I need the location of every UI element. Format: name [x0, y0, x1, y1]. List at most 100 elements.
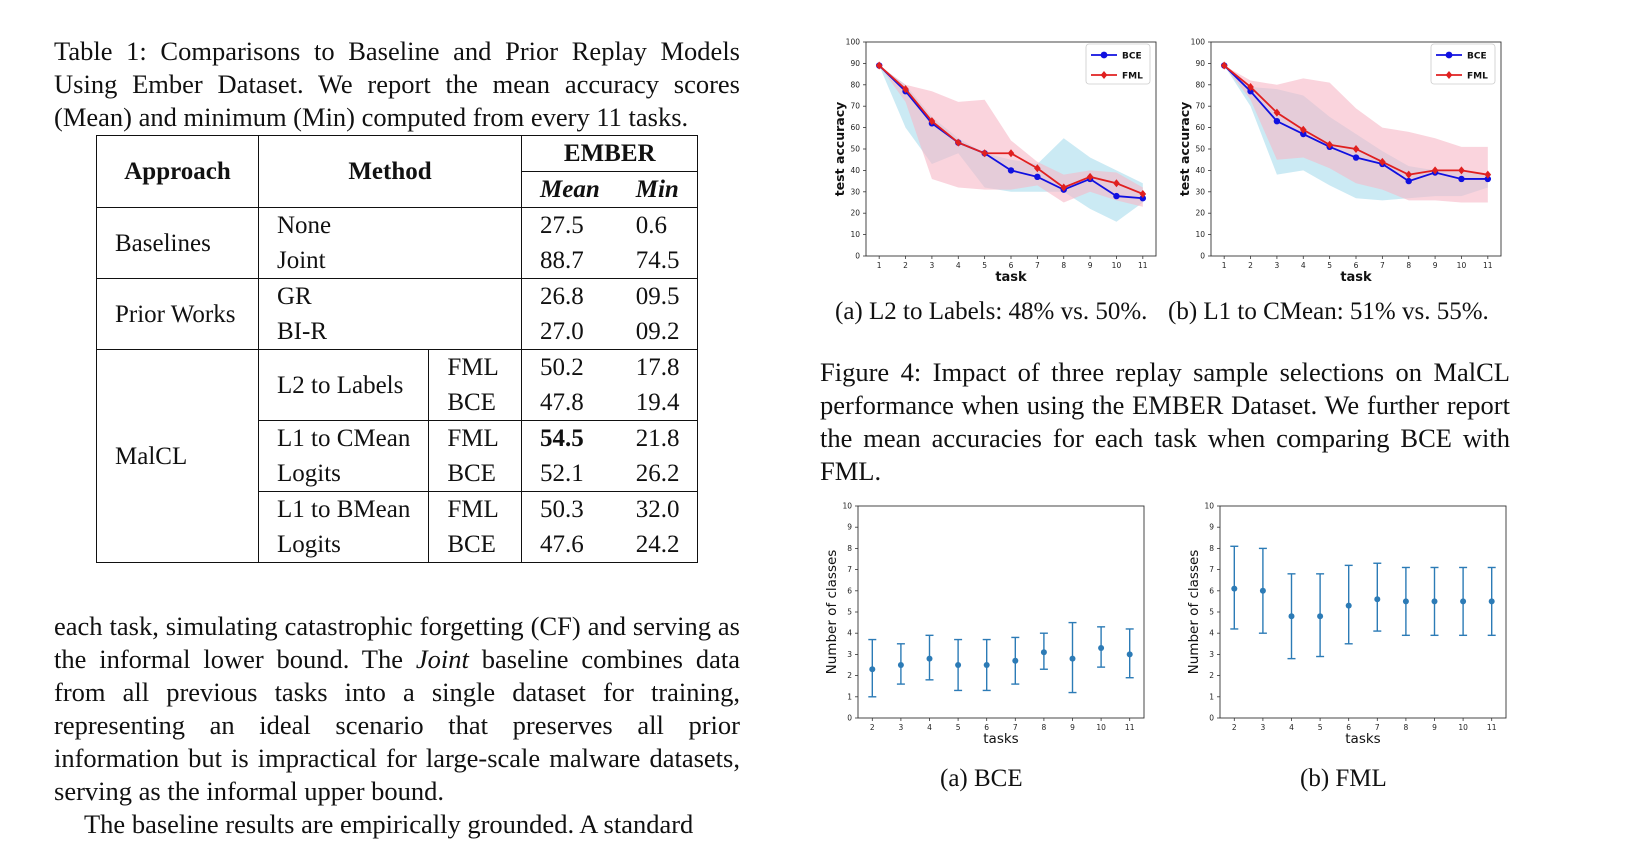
- fig4b-point-bce: [1484, 175, 1492, 183]
- fig4b-point-fml: [1484, 170, 1492, 179]
- fig4b-ytick-label: 70: [1195, 102, 1205, 111]
- fig5b-point: [1231, 585, 1238, 592]
- fig4b-point-fml: [1405, 170, 1413, 179]
- fig4b-subcaption: (b) L1 to CMean: 51% vs. 55%.: [1168, 298, 1489, 325]
- fig5a-xtick-label: 6: [984, 723, 989, 732]
- fig4a-xtick-label: 4: [956, 261, 961, 270]
- fig5a-point: [1126, 651, 1133, 658]
- row-loss: FML: [428, 491, 522, 527]
- row-method: Logits: [257, 456, 430, 492]
- row-approach: Prior Works: [96, 278, 259, 350]
- fig4b-xtick-label: 2: [1248, 261, 1253, 270]
- fig5b-point: [1402, 598, 1409, 605]
- fig4b-xlabel: task: [1340, 270, 1372, 284]
- row-min: 0.6: [617, 207, 699, 243]
- row-min: 24.2: [617, 527, 699, 563]
- fig4a-ytick-label: 90: [850, 59, 860, 68]
- fig4b-ytick-label: 50: [1195, 145, 1205, 154]
- row-min: 26.2: [617, 456, 699, 492]
- fig4a-xtick-label: 1: [877, 261, 882, 270]
- fig4a-band-fml: [879, 65, 1143, 207]
- fig5a-ytick-label: 6: [847, 586, 852, 595]
- row-mean: 27.0: [520, 314, 618, 350]
- row-method: BI-R: [258, 314, 522, 350]
- fig4a-ytick-label: 70: [850, 102, 860, 111]
- fig5a-ytick-label: 7: [847, 565, 852, 574]
- fig4a-point-fml: [1113, 179, 1120, 188]
- fig5b-ytick-label: 4: [1209, 629, 1214, 638]
- row-mean: 50.3: [520, 491, 618, 527]
- fig5b-ytick-label: 3: [1209, 650, 1214, 659]
- fig4a-xlabel: task: [995, 270, 1027, 284]
- fig5b-xtick-label: 7: [1375, 723, 1380, 732]
- fig5b-ytick-label: 5: [1209, 608, 1214, 617]
- fig4a-legend-marker: [1100, 71, 1108, 79]
- fig5b-svg: 0 1 2 3 4 5 6 7 8 9 10 2 3 4 5 6 7 8 9 10 11 tasks Number of c…: [1186, 502, 1507, 747]
- fig5b-ytick-label: 9: [1209, 523, 1214, 532]
- row-approach: MalCL: [96, 349, 259, 563]
- fig4a-ytick-label: 40: [850, 166, 860, 175]
- fig4b-ytick-label: 0: [1200, 252, 1205, 261]
- fig5a-point: [1040, 649, 1047, 656]
- fig4b-ytick-label: 20: [1195, 209, 1205, 218]
- fig4a-svg: 0 10 20 30 40 50 60 70 80 90 100 1 2 3 4 5 6 7 8 9 10 11 task t…: [832, 38, 1157, 285]
- fig5b-point: [1345, 602, 1352, 609]
- row-min: 17.8: [617, 349, 699, 385]
- row-approach: Baselines: [96, 207, 259, 279]
- fig5b-point: [1460, 598, 1467, 605]
- fig5b-xtick-label: 9: [1432, 723, 1437, 732]
- row-method: None: [258, 207, 522, 243]
- fig4b-point-fml: [1247, 82, 1254, 91]
- row-mean: 50.2: [520, 349, 618, 385]
- fig5a-point: [926, 655, 933, 662]
- header-method: Method: [258, 135, 522, 208]
- fig5a-xtick-label: 11: [1125, 723, 1135, 732]
- row-mean: 26.8: [520, 278, 618, 314]
- fig4b-point-fml: [1431, 166, 1439, 175]
- fig5b-point: [1317, 613, 1324, 620]
- fig4a-point-bce: [1113, 192, 1120, 200]
- row-method: L2 to Labels: [257, 349, 430, 421]
- fig5b-xtick-label: 3: [1261, 723, 1266, 732]
- row-loss: BCE: [428, 527, 522, 563]
- fig4a-point-fml: [1034, 164, 1041, 173]
- fig4b-xtick-label: 3: [1275, 261, 1280, 270]
- fig5a-ylabel: Number of classes: [824, 550, 840, 675]
- fig4a-frame: [865, 41, 1157, 257]
- fig4a-ytick-label: 60: [850, 123, 860, 132]
- fig5a-xtick-label: 9: [1070, 723, 1075, 732]
- fig4b-xtick-label: 6: [1354, 261, 1359, 270]
- fig5b-xtick-label: 6: [1346, 723, 1351, 732]
- body-paragraph-2: The baseline results are empirically gro…: [84, 809, 694, 839]
- row-loss: BCE: [428, 456, 522, 492]
- fig5b-ytick-label: 6: [1209, 586, 1214, 595]
- fig5a-ytick-label: 3: [847, 650, 852, 659]
- fig4a-chart: 0 10 20 30 40 50 60 70 80 90 100 1 2 3 4 5 6 7 8 9 10 11 task t…: [822, 32, 1162, 285]
- row-mean: 27.5: [520, 207, 618, 243]
- fig4a-xtick-label: 7: [1035, 261, 1040, 270]
- row-mean: 88.7: [520, 243, 618, 279]
- fig4b-point-bce: [1458, 175, 1465, 183]
- fig4b-legend-marker: [1445, 71, 1453, 79]
- fig5a-point: [983, 662, 990, 668]
- row-min: 09.5: [617, 278, 699, 314]
- fig4b-ytick-label: 10: [1195, 230, 1205, 239]
- fig5b-ytick-label: 1: [1209, 692, 1214, 701]
- fig4b-xtick-label: 1: [1222, 261, 1227, 270]
- fig4a-xtick-label: 3: [930, 261, 935, 270]
- fig5b-point: [1374, 596, 1381, 603]
- fig4a-ytick-label: 10: [850, 230, 860, 239]
- body-paragraph-1: each task, simulating catastrophic forge…: [54, 610, 740, 808]
- row-min: 21.8: [617, 420, 699, 456]
- fig5b-ytick-label: 0: [1209, 714, 1214, 723]
- row-min: 74.5: [617, 243, 699, 279]
- fig4b-ytick-label: 30: [1195, 187, 1205, 196]
- fig4b-ytick-label: 80: [1195, 80, 1205, 89]
- fig5a-point: [869, 666, 876, 673]
- fig4b-legend-label: FML: [1467, 72, 1488, 82]
- fig5b-subcaption: (b) FML: [1300, 765, 1387, 792]
- fig4a-point-bce: [1139, 195, 1147, 202]
- fig5b-ytick-label: 7: [1209, 565, 1214, 574]
- body-text-italic: Joint: [415, 644, 469, 674]
- fig5a-ytick-label: 10: [842, 502, 852, 511]
